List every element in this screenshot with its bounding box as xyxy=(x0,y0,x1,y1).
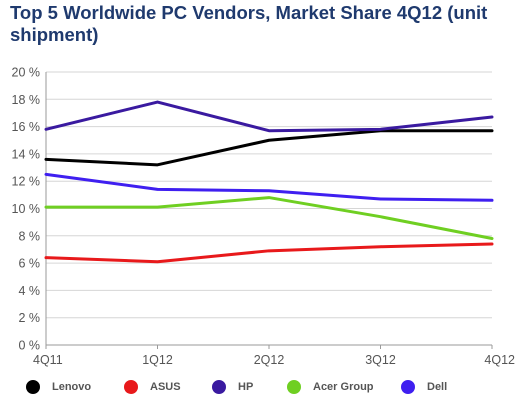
legend-item-acer-group: Acer Group xyxy=(287,376,374,398)
series-line-lenovo xyxy=(44,129,494,167)
chart-title: Top 5 Worldwide PC Vendors, Market Share… xyxy=(10,2,488,45)
series-lines xyxy=(44,100,494,264)
legend-label: ASUS xyxy=(150,381,181,393)
y-axis-ticks: 0 % 2 % 4 % 6 % 8 % 10 % 12 % 14 % 16 % 18 % 20 % xyxy=(12,66,41,353)
legend: Lenovo ASUS HP Acer Group Dell xyxy=(0,376,521,398)
x-tick-label: 1Q12 xyxy=(142,353,173,367)
series-line-asus xyxy=(44,242,494,264)
legend-item-asus: ASUS xyxy=(124,376,181,398)
legend-item-dell: Dell xyxy=(401,376,447,398)
legend-label: HP xyxy=(238,381,254,393)
series-line-dell xyxy=(44,172,494,202)
legend-swatch xyxy=(124,380,138,394)
x-tick-label: 2Q12 xyxy=(254,353,285,367)
series-line-acer-group xyxy=(44,196,494,241)
y-tick-label: 0 % xyxy=(18,339,40,353)
legend-swatch xyxy=(212,380,226,394)
y-tick-label: 2 % xyxy=(18,311,40,325)
y-tick-label: 12 % xyxy=(12,175,41,189)
legend-label: Acer Group xyxy=(313,381,374,393)
y-tick-label: 20 % xyxy=(12,66,41,80)
y-tick-label: 4 % xyxy=(18,284,40,298)
y-tick-label: 10 % xyxy=(12,202,41,216)
gridlines xyxy=(46,71,492,319)
legend-swatch xyxy=(287,380,301,394)
x-tick-label: 4Q12 xyxy=(484,353,515,367)
y-tick-label: 8 % xyxy=(18,229,40,243)
x-axis-ticks: 4Q11 1Q12 2Q12 3Q12 4Q12 xyxy=(33,353,515,367)
legend-swatch xyxy=(26,380,40,394)
legend-swatch xyxy=(401,380,415,394)
legend-item-hp: HP xyxy=(212,376,253,398)
legend-label: Lenovo xyxy=(52,381,92,393)
x-tick-label: 3Q12 xyxy=(365,353,396,367)
y-tick-label: 18 % xyxy=(12,93,41,107)
y-tick-label: 16 % xyxy=(12,120,41,134)
y-tick-label: 6 % xyxy=(18,257,40,271)
line-chart: 0 %2 %4 %6 %8 %10 %12 %14 %16 %18 %20 % … xyxy=(12,66,516,368)
x-tick-label: 4Q11 xyxy=(33,353,63,367)
legend-item-lenovo: Lenovo xyxy=(26,376,91,398)
y-tick-label: 14 % xyxy=(12,147,41,161)
legend-label: Dell xyxy=(427,381,448,393)
series-line-hp xyxy=(44,100,494,133)
